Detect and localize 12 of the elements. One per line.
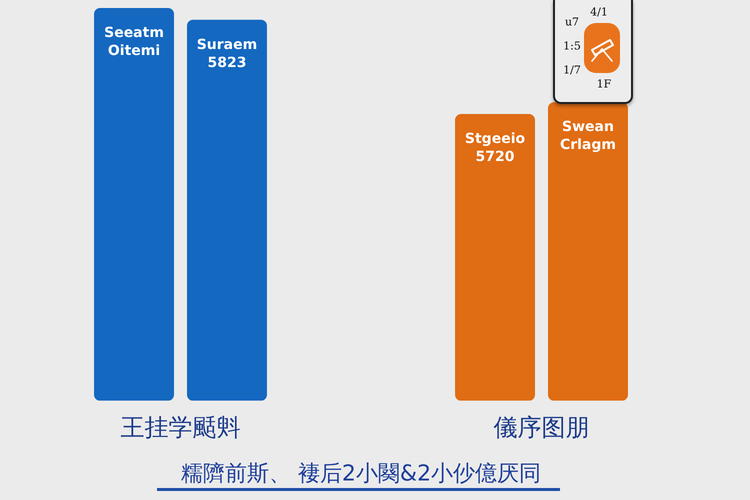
x-axis-title: 糯隮前斯、 褄后2小闋&2小仯億厌同 bbox=[180, 462, 542, 487]
annotation: Seeatm Oitemi bbox=[104, 24, 164, 60]
x-tick-label: 王挂学颳斞 bbox=[120, 413, 240, 442]
annotation: 1F bbox=[596, 78, 612, 90]
annotation: Stgeeio 5720 bbox=[464, 130, 526, 166]
annotation: 4/1 bbox=[590, 6, 608, 18]
annotation: Swean Crlagm bbox=[560, 118, 616, 154]
x-tick-label: 儀序图朋 bbox=[494, 413, 590, 442]
annotation: u7 bbox=[564, 16, 580, 28]
annotation: Suraem 5823 bbox=[196, 36, 258, 72]
annotation: 1/7 bbox=[563, 64, 581, 76]
annotation: 1:5 bbox=[563, 40, 581, 52]
